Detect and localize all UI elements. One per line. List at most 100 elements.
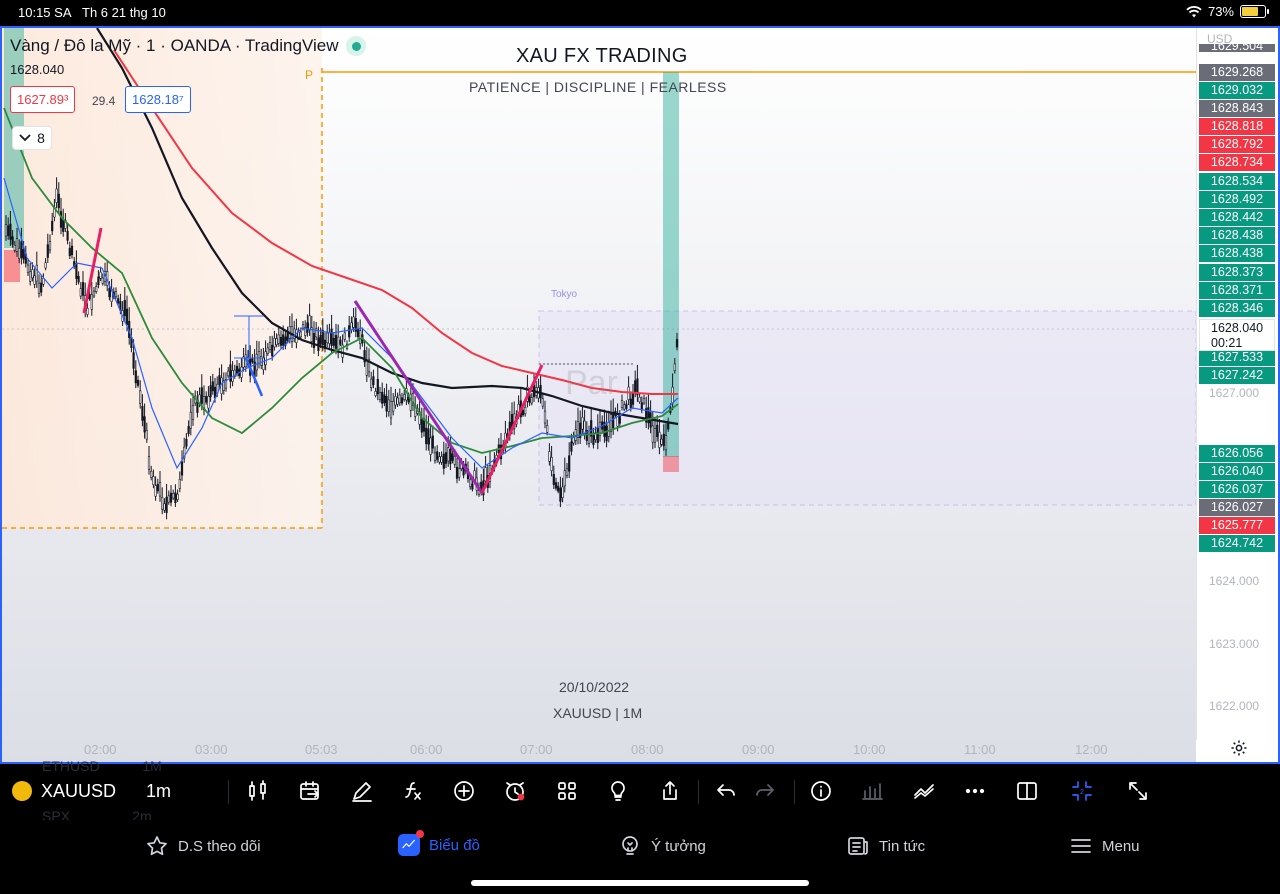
candle-body: [59, 211, 63, 228]
ma-blue-line: [3, 177, 679, 470]
price-tick: 1623.000: [1209, 637, 1260, 651]
nav-news[interactable]: Tin tức: [846, 834, 925, 858]
trend-lines-icon[interactable]: [911, 778, 937, 804]
candle-body: [387, 399, 390, 412]
current-price: 1628.040: [1211, 321, 1264, 335]
candle-body: [425, 427, 428, 445]
alert-clock-icon[interactable]: [502, 778, 528, 804]
candle-body: [172, 493, 175, 499]
candle-body: [308, 315, 311, 331]
candle-body: [273, 337, 276, 348]
symbol-search-button[interactable]: XAUUSD: [41, 781, 117, 801]
candle-body: [31, 269, 34, 279]
redo-icon[interactable]: [752, 778, 778, 804]
market-status-icon[interactable]: [346, 36, 367, 56]
info-icon[interactable]: [808, 778, 834, 804]
candle-body: [629, 398, 632, 409]
layout-grid-icon[interactable]: [554, 778, 580, 804]
chart-icon: [398, 830, 424, 856]
candle-body: [279, 337, 283, 346]
candle-body: [662, 433, 665, 447]
split-view-icon[interactable]: [1014, 778, 1040, 804]
price-scale[interactable]: USD 1629.504 1629.268 1629.032 1628.843 1628…: [1196, 28, 1278, 740]
nav-label: Menu: [1102, 837, 1140, 855]
candle-body: [398, 394, 401, 404]
candle-body: [48, 241, 52, 251]
fullscreen-icon[interactable]: [1125, 778, 1151, 804]
buy-button[interactable]: 1628.18⁷: [125, 86, 191, 113]
candle-body: [658, 431, 661, 448]
price-label: 1628.346: [1199, 300, 1275, 317]
add-circle-icon[interactable]: [451, 778, 477, 804]
candle-body: [341, 344, 344, 358]
gear-icon[interactable]: [1230, 739, 1248, 762]
legend-last-price: 1628.040: [10, 62, 65, 77]
pen-drawing-icon[interactable]: [349, 778, 375, 804]
nav-chart[interactable]: Biểu đồ: [398, 830, 480, 856]
calendar-range-icon[interactable]: [297, 778, 323, 804]
candle-body: [442, 453, 445, 469]
candle-body: [343, 332, 346, 340]
current-price-label: 1628.040 00:21: [1199, 319, 1275, 351]
share-icon[interactable]: [657, 778, 683, 804]
candle-body: [436, 451, 439, 460]
nav-watchlist[interactable]: D.S theo dõi: [145, 834, 261, 858]
multi-chart-icon[interactable]: 2: [1069, 778, 1095, 804]
candle-body: [484, 467, 487, 482]
candle-body: [433, 452, 437, 461]
nav-label: D.S theo dõi: [178, 837, 261, 855]
more-icon[interactable]: [962, 778, 988, 804]
candle-body: [359, 330, 362, 345]
price-label: 1629.032: [1199, 82, 1275, 99]
candle-style-icon[interactable]: [245, 778, 271, 804]
sell-button[interactable]: 1627.89³: [10, 86, 76, 113]
interval-button[interactable]: 1m: [146, 781, 172, 801]
candle-body: [403, 394, 406, 400]
candle-body: [191, 405, 195, 421]
candle-body: [235, 365, 239, 374]
chart-pane[interactable]: Vàng / Đô la Mỹ · 1 · OANDA · TradingVie…: [0, 26, 1280, 764]
candle-body: [205, 396, 208, 403]
candle-body: [176, 493, 179, 500]
candle-body: [123, 299, 126, 317]
nav-menu[interactable]: Menu: [1069, 834, 1140, 858]
candle-body: [451, 453, 454, 461]
candle-body: [636, 378, 639, 396]
candle-body: [284, 336, 287, 346]
candle-body: [125, 308, 129, 325]
candle-body: [66, 230, 69, 241]
nav-label: Biểu đồ: [429, 836, 480, 854]
candle-body: [381, 391, 384, 404]
time-tick: 06:00: [410, 742, 443, 757]
text-drawing[interactable]: Par: [565, 364, 618, 402]
price-label: 1626.040: [1199, 463, 1275, 480]
candle-body: [161, 497, 164, 510]
candle-body: [150, 470, 153, 478]
candle-body: [664, 435, 668, 451]
currency-selector[interactable]: USD: [1207, 32, 1233, 46]
nav-ideas[interactable]: Ý tưởng: [618, 834, 706, 858]
symbol-legend[interactable]: Vàng / Đô la Mỹ · 1 · OANDA · TradingVie…: [10, 36, 367, 56]
candle-body: [70, 245, 74, 256]
candle-body: [62, 218, 65, 232]
candle-body: [227, 370, 230, 377]
indicators-toggle-button[interactable]: 8: [12, 126, 52, 150]
home-indicator[interactable]: [471, 880, 809, 886]
lightbulb-icon[interactable]: [605, 778, 631, 804]
candle-body: [40, 282, 43, 293]
candle-body: [169, 492, 173, 503]
trend-line-purple: [353, 300, 484, 494]
candle-body: [143, 416, 146, 433]
bar-chart-icon[interactable]: [859, 778, 885, 804]
candle-body: [411, 393, 415, 407]
candle-body: [389, 400, 393, 419]
candle-body: [97, 276, 100, 286]
candle-body: [592, 435, 595, 445]
candle-body: [209, 385, 212, 398]
undo-icon[interactable]: [713, 778, 739, 804]
candle-body: [268, 342, 272, 351]
candle-body: [607, 422, 610, 437]
indicators-fx-icon[interactable]: [399, 778, 425, 804]
candle-body: [26, 264, 30, 274]
